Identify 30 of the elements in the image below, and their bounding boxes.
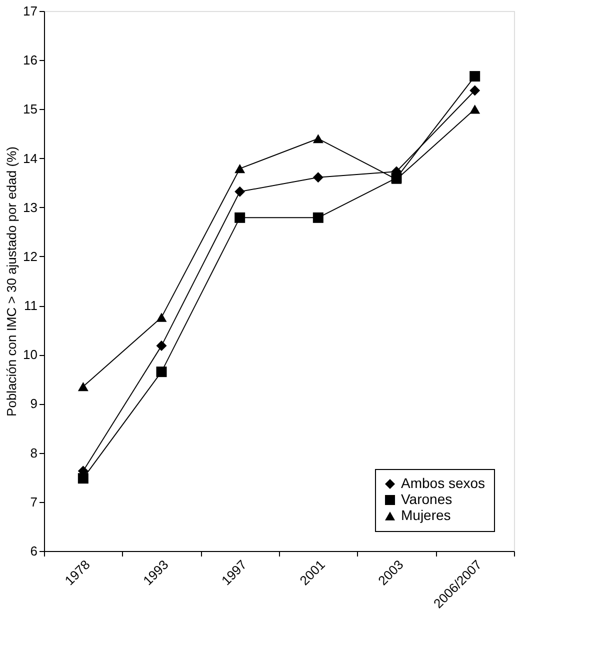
y-tick-label: 16 [23, 52, 38, 68]
y-tick-label: 6 [30, 544, 38, 558]
y-tick-label: 17 [23, 4, 38, 18]
point [312, 212, 324, 223]
point [470, 71, 480, 82]
point [470, 104, 480, 114]
point [156, 340, 167, 352]
y-tick-label: 7 [30, 494, 38, 510]
y-tick-label: 13 [23, 200, 38, 215]
point [156, 312, 167, 322]
legend-label: Varones [401, 491, 452, 507]
point [234, 164, 246, 174]
point [156, 366, 167, 378]
point [78, 382, 88, 392]
y-tick-label: 12 [23, 248, 38, 264]
y-tick-label: 11 [24, 298, 38, 314]
legend-label: Ambos sexos [401, 475, 486, 491]
point [312, 172, 324, 183]
legend-label: Mujeres [401, 507, 451, 523]
point [234, 186, 246, 197]
y-tick-label: 14 [23, 150, 38, 166]
point [470, 85, 480, 96]
y-tick-label: 10 [23, 347, 38, 362]
y-axis-title: Población con IMC > 30 ajustado por edad (%) [4, 146, 20, 416]
y-tick-label: 15 [23, 102, 38, 117]
y-tick-label: 9 [30, 396, 38, 412]
y-tick-label: 8 [30, 445, 38, 460]
point [234, 212, 246, 223]
point [312, 134, 324, 144]
point [78, 473, 88, 484]
